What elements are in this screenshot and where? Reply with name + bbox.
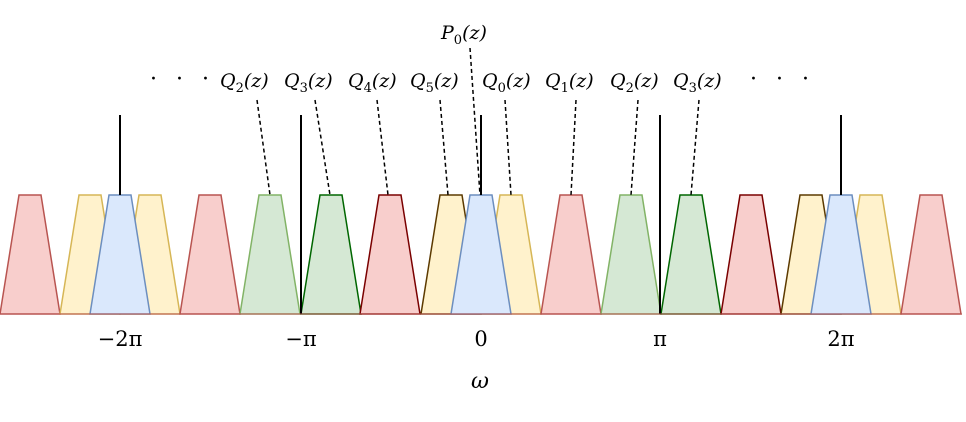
ellipsis-left: · · · (150, 67, 215, 92)
p0-label: P0(z) (440, 22, 487, 48)
leader-q2-left (256, 99, 271, 196)
leader-q4 (376, 99, 389, 196)
leader-q0 (504, 99, 512, 196)
band-green (600, 194, 662, 315)
bands-layer (0, 194, 962, 315)
leader-q5 (439, 99, 449, 196)
leader-p0 (469, 47, 481, 196)
vertical-markers (119, 115, 842, 314)
filter-label-q1: Q1(z) (545, 70, 594, 96)
label-leader-lines (256, 47, 700, 196)
filter-label-q0: Q0(z) (482, 70, 531, 96)
filter-label-q4: Q4(z) (348, 70, 397, 96)
band-dark-red (359, 194, 421, 315)
band-green (239, 194, 301, 315)
tick-zero: 0 (474, 327, 487, 351)
leader-q2-right (630, 99, 639, 196)
omega-axis-label: ω (471, 369, 489, 394)
band-dark-green (660, 194, 722, 315)
leader-q1 (570, 99, 577, 196)
tick-pi: π (653, 327, 667, 351)
band-red (900, 194, 962, 315)
tick-minus-pi: −π (285, 327, 317, 351)
filter-label-q5: Q5(z) (410, 70, 459, 96)
band-dark-green (300, 194, 362, 315)
tick-2pi: 2π (827, 327, 854, 351)
ellipsis-right: · · · (750, 67, 815, 92)
band-red (540, 194, 602, 315)
filter-label-q3: Q3(z) (673, 70, 722, 96)
band-red (0, 194, 61, 315)
filter-labels: Q2(z) Q3(z) Q4(z) Q5(z) Q0(z) Q1(z) Q2(z) Q3(z) (220, 70, 722, 96)
leader-q3-left (314, 99, 331, 196)
band-dark-red (720, 194, 782, 315)
leader-q3-right (690, 99, 700, 196)
tick-minus-2pi: −2π (98, 327, 143, 351)
filter-label-q2: Q2(z) (610, 70, 659, 96)
filter-label-q2: Q2(z) (220, 70, 269, 96)
band-red (179, 194, 241, 315)
filter-label-q3: Q3(z) (284, 70, 333, 96)
